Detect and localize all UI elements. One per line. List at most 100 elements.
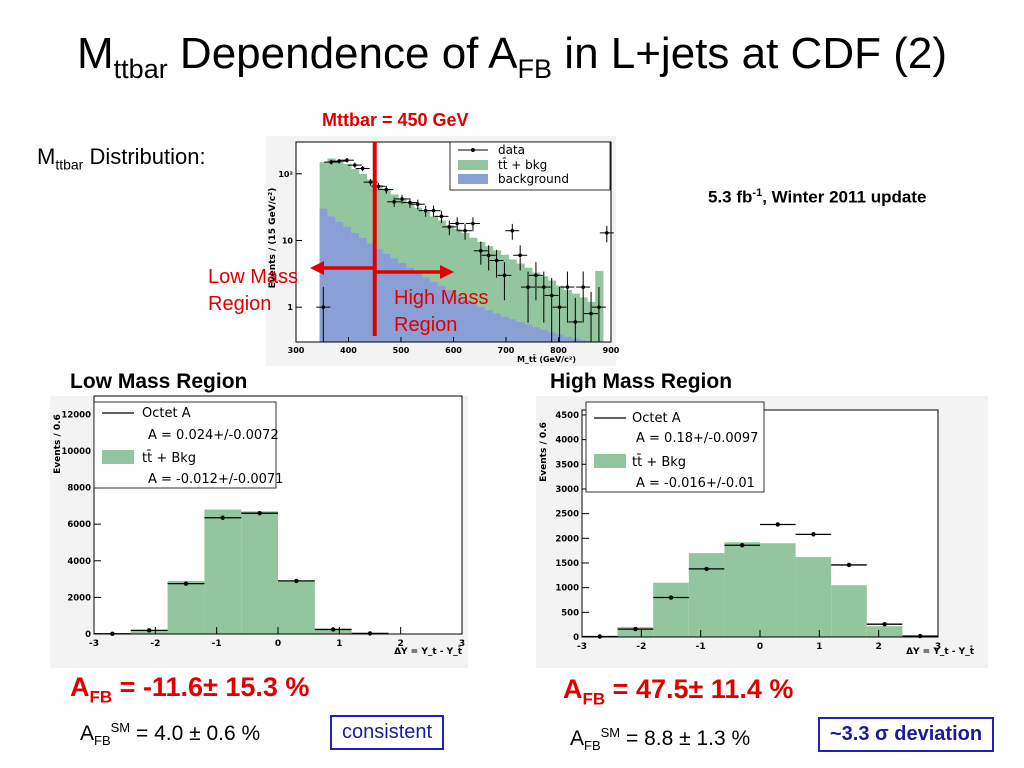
background-bar [579,340,588,342]
signal-bar [724,542,760,637]
signal-bar [469,237,478,342]
data-point [882,621,887,627]
sm-text: A [570,727,585,750]
heading-text: M [37,144,56,169]
legend-octet: Octet A [632,411,681,426]
sm-subscript: FB [94,733,111,749]
data-point [668,595,674,600]
signal-bar [429,216,439,342]
legend-octet-asym: A = 0.024+/-0.0072 [148,428,279,443]
legend-signal: tt̄ + Bkg [142,451,196,466]
data-point [502,273,507,278]
data-point [220,515,225,520]
y-tick-label: 8000 [67,484,91,494]
x-axis-label: M_tt̄ (GeV/c²) [517,354,576,364]
x-axis-label: ΔY = Y_t - Y_t̄ [394,645,463,657]
data-point [479,249,483,253]
data-point [294,578,299,584]
x-tick-label: -3 [89,639,99,649]
y-tick-label: 0 [85,630,91,640]
data-point [589,311,593,316]
data-point [257,510,262,516]
legend: Octet A A = 0.024+/-0.0072 tt̄ + Bkg A =… [93,401,283,489]
background-bar [453,295,462,342]
background-bar [398,262,407,342]
y-tick-label: 2000 [555,534,579,544]
data-point [526,285,530,289]
signal-bar [461,232,470,342]
data-point [534,273,538,278]
x-tick-label: 800 [550,346,567,355]
lumi-text: 5.3 fb [708,187,753,207]
y-tick-label: 0 [573,633,579,643]
signal-bar [422,211,431,342]
signal-bar [437,220,446,342]
background-bar [508,319,517,342]
signal-bar [795,557,832,637]
high-mass-arrow-head [440,265,454,279]
background-bar [327,216,336,342]
low-mass-annotation: Low Mass Region [208,264,298,318]
afb-subscript: FB [582,689,606,709]
x-tick-label: 3 [935,642,941,652]
y-tick-label: 2500 [555,510,579,520]
low-mass-arrow-head [310,261,324,275]
background-bar [406,267,415,342]
x-tick-label: -1 [212,639,222,649]
y-tick-label: 10 [282,236,294,245]
heading-subscript: ttbar [55,156,84,173]
data-point [573,320,578,324]
data-point [740,543,745,548]
data-point [605,231,609,235]
high-mass-panel-title: High Mass Region [550,370,733,393]
data-point [376,184,381,189]
x-tick-label: 700 [498,346,515,355]
title-subscript: ttbar [113,53,168,84]
lumi-text: , Winter 2011 update [762,187,927,207]
title-subscript: FB [517,53,553,84]
background-bar [437,285,446,342]
mttbar-distribution-chart: 300 400 500 600 700 800 900 1 10 10² Events / (15… [266,136,620,366]
legend-data: data [498,143,525,157]
legend-signal-asym: A = -0.012+/-0.0071 [148,472,283,487]
data-point [345,158,349,163]
data-point [321,305,326,309]
data-point [811,532,816,537]
y-tick-label: 10000 [61,447,91,457]
background-bar [540,329,549,342]
data-point [471,221,475,226]
signal-bar [688,553,725,637]
annotation-line: High Mass [394,287,489,309]
signal-bar [241,511,278,634]
data-point [439,214,444,219]
x-tick-label: 1 [336,639,342,649]
data-point [597,305,601,309]
background-bar [485,310,494,342]
signal-bar [204,509,242,634]
background-bar [445,290,454,342]
background-bar [351,232,360,342]
data-point [557,305,562,309]
annotation-line: Region [208,293,272,315]
x-axis-label: ΔY = Y_t - Y_t̄ [906,645,975,657]
high-mass-annotation: High Mass Region [394,285,488,339]
consistent-badge: consistent [330,715,445,750]
x-tick-label: -2 [150,639,160,649]
data-point [353,163,357,167]
signal-bar [760,543,796,637]
background-bar [500,316,509,342]
x-tick-label: 400 [340,346,357,355]
sm-superscript: SM [110,720,131,735]
data-point [360,166,365,171]
afb-low-result: AFB = -11.6± 15.3 % [70,672,309,707]
x-tick-label: -2 [636,642,646,652]
y-tick-label: 1500 [555,559,579,569]
afb-value: = -11.6± 15.3 % [112,672,310,702]
data-point [633,626,638,632]
data-point [846,562,852,568]
data-point [510,228,515,233]
sm-superscript: SM [600,725,621,740]
background-bar [343,226,352,342]
sm-text: A [80,722,95,745]
signal-bar [477,241,486,342]
